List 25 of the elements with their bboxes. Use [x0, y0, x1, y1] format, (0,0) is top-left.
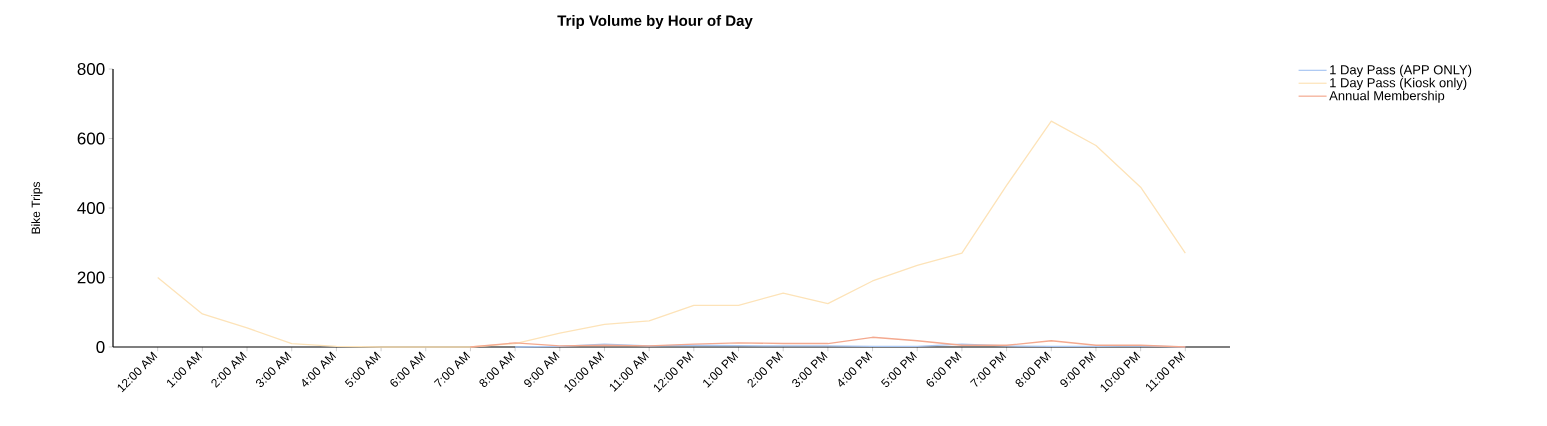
x-tick-label: 9:00 AM [524, 351, 560, 387]
x-tick-label: 8:00 AM [479, 351, 515, 388]
legend-label: 1 Day Pass (APP ONLY) [1330, 64, 1472, 77]
x-tick-label: 4:00 PM [838, 351, 873, 387]
x-tick-label: 5:00 PM [880, 351, 917, 388]
y-tick-label: 600 [77, 132, 105, 145]
line-series [469, 336, 1186, 348]
x-tick-label: 9:00 PM [1060, 351, 1096, 387]
x-tick-label: 8:00 PM [1015, 351, 1051, 388]
x-tick-label: 6:00 PM [926, 351, 962, 387]
legend-label: Annual Membership [1329, 90, 1445, 103]
y-axis-title: Bike Trips [31, 181, 43, 234]
y-tick-label: 200 [77, 271, 105, 284]
x-tick-label: 5:00 AM [344, 351, 381, 388]
x-tick-label: 7:00 AM [433, 351, 471, 387]
x-tick-label: 7:00 PM [970, 351, 1007, 387]
y-tick-label: 400 [77, 201, 105, 215]
x-tick-label: 6:00 AM [390, 351, 426, 387]
x-tick-label: 3:00 PM [792, 351, 828, 388]
chart-title: Trip Volume by Hour of Day [557, 15, 753, 29]
x-tick-label: 4:00 AM [302, 351, 337, 387]
y-tick-label: 800 [77, 62, 105, 76]
x-tick-label: 3:00 AM [256, 351, 292, 388]
legend-label: 1 Day Pass (Kiosk only) [1330, 77, 1467, 90]
y-tick-label: 0 [96, 340, 105, 354]
